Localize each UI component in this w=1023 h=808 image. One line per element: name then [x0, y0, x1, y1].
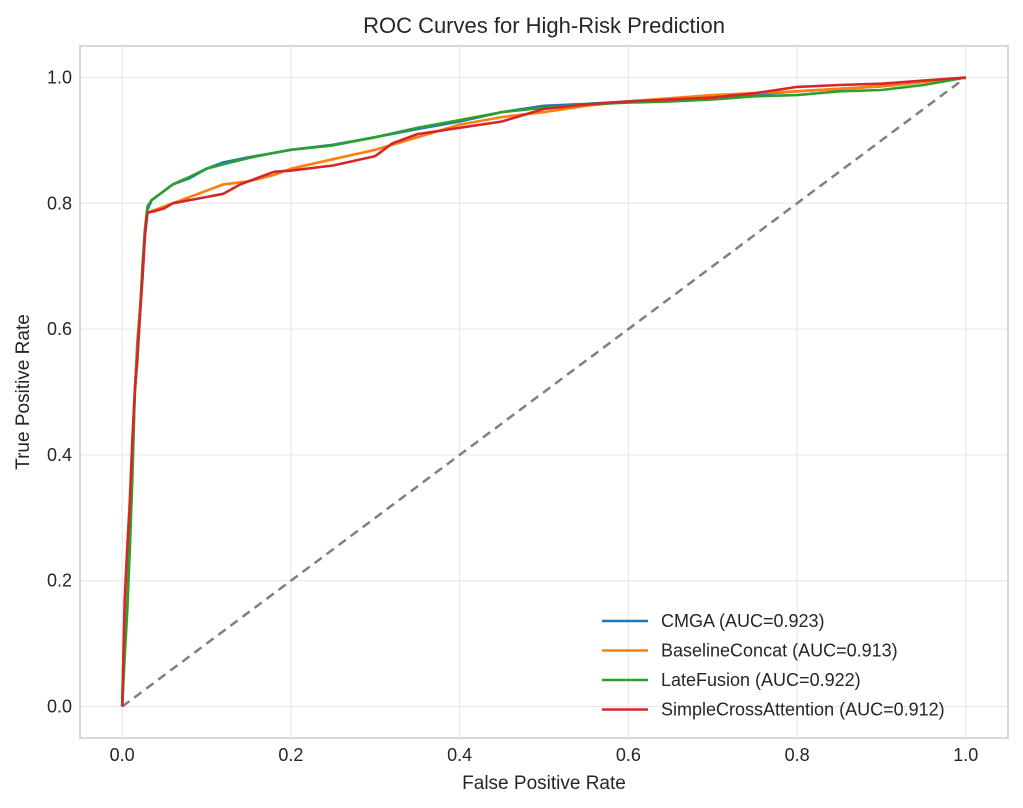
series-line-3 — [120, 76, 966, 707]
x-axis-label: False Positive Rate — [462, 773, 626, 794]
x-tick-label: 0.2 — [278, 745, 303, 765]
x-tick-label: 1.0 — [953, 745, 978, 765]
x-tick-label: 0.6 — [616, 745, 641, 765]
legend-label: CMGA (AUC=0.923) — [661, 611, 825, 631]
x-tick-label: 0.4 — [447, 745, 472, 765]
legend-label: LateFusion (AUC=0.922) — [661, 670, 861, 690]
series-group — [120, 76, 967, 707]
x-tick-labels: 0.0 0.2 0.4 0.6 0.8 1.0 — [110, 745, 979, 765]
y-tick-label: 1.0 — [47, 67, 72, 87]
y-tick-label: 0.8 — [47, 193, 72, 213]
y-tick-labels: 0.0 0.2 0.4 0.6 0.8 1.0 — [47, 67, 72, 716]
chart-title: ROC Curves for High-Risk Prediction — [363, 13, 725, 38]
x-tick-label: 0.0 — [110, 745, 135, 765]
y-tick-label: 0.6 — [47, 319, 72, 339]
y-tick-label: 0.4 — [47, 445, 72, 465]
y-axis-label: True Positive Rate — [13, 314, 34, 470]
legend: CMGA (AUC=0.923) BaselineConcat (AUC=0.91… — [602, 611, 945, 720]
y-tick-label: 0.0 — [47, 697, 72, 717]
x-tick-label: 0.8 — [785, 745, 810, 765]
legend-label: SimpleCrossAttention (AUC=0.912) — [661, 700, 945, 720]
legend-label: BaselineConcat (AUC=0.913) — [661, 641, 898, 661]
reference-diagonal — [121, 76, 967, 708]
y-tick-label: 0.2 — [47, 571, 72, 591]
grid — [80, 46, 1008, 738]
plot-frame — [79, 45, 1009, 739]
